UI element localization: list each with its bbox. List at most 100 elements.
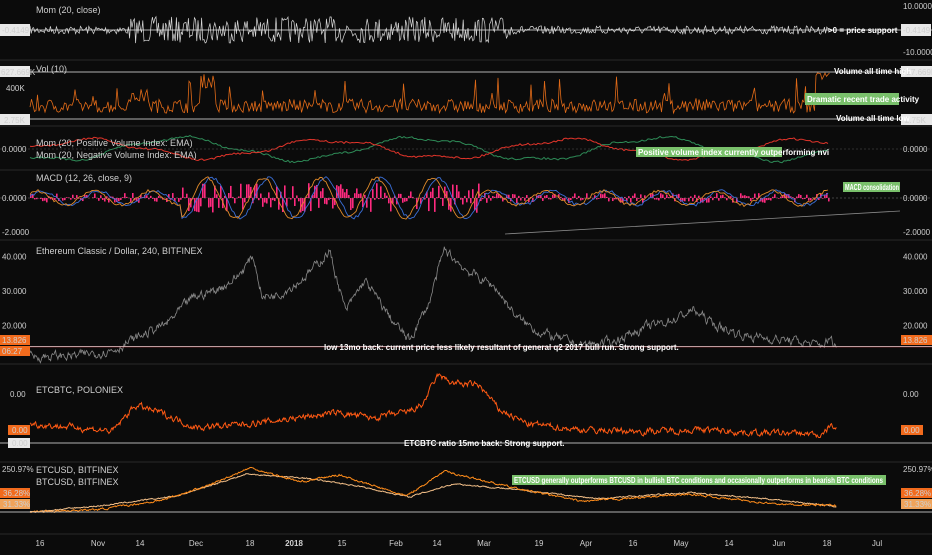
macd-hist-bar [658,198,660,200]
macd-hist-bar [246,184,248,198]
macd-hist-bar [240,184,242,198]
time-axis-label: Mar [477,539,491,548]
comp-right-btc: 31.33% [904,500,931,509]
macd-hist-bar [42,198,44,201]
macd-hist-bar [662,194,664,198]
macd-hist-bar [386,196,388,198]
macd-hist-bar [172,193,174,198]
macd-hist-bar [410,191,412,198]
vol-left-400k: 400K [6,84,25,93]
macd-hist-bar [808,198,810,201]
macd-hist-bar [328,198,330,200]
macd-hist-bar [450,198,452,212]
macd-hist-bar [660,193,662,198]
macd-hist-bar [636,198,638,201]
macd-hist-bar [710,196,712,198]
macd-hist-bar [694,195,696,198]
mom-annotation: >0 = price support [828,26,898,35]
macd-hist-bar [722,195,724,198]
macd-title: MACD (12, 26, close, 9) [36,173,132,183]
pvi-right-zero: 0.0000 [903,145,928,154]
macd-hist-bar [122,197,124,198]
macd-hist-bar [242,198,244,210]
macd-hist-bar [828,198,830,201]
time-axis-label: 14 [433,539,442,548]
macd-hist-bar [218,198,220,208]
etcbtc-right-top: 0.00 [903,390,919,399]
macd-hist-bar [774,194,776,198]
macd-hist-bar [398,194,400,198]
macd-hist-bar [612,198,614,201]
macd-hist-bar [182,188,184,198]
macd-hist-bar [766,198,768,200]
macd-hist-bar [632,196,634,198]
macd-hist-bar [220,186,222,198]
pvi-title: Mom (20, Positive Volume Index: EMA) [36,138,193,148]
macd-hist-bar [644,195,646,198]
macd-hist-bar [608,198,610,201]
macd-hist-bar [380,186,382,198]
macd-hist-bar [212,198,214,212]
macd-hist-bar [600,194,602,198]
pvi-annotation: Positive volume index currently outperfo… [638,148,829,157]
macd-hist-bar [408,196,410,198]
comp-annotation: ETCUSD generally outperforms BTCUSD in b… [514,476,883,485]
macd-hist-bar [546,195,548,198]
macd-hist-bar [230,186,232,198]
time-axis-label: 19 [535,539,544,548]
macd-hist-bar [268,192,270,198]
comp-left-etc: 36.28% [3,489,30,498]
nvi-title: Mom (20, Negative Volume Index: EMA) [36,150,197,160]
mom-title: Mom (20, close) [36,5,101,15]
macd-hist-bar [490,198,492,201]
mom-left-value: -0.4149 [2,26,30,35]
etcbtc-right-last: 0.00 [904,426,920,435]
macd-hist-bar [684,198,686,201]
macd-hist-bar [402,198,404,203]
macd-hist-bar [228,193,230,198]
macd-hist-bar [458,191,460,198]
macd-hist-bar [340,184,342,198]
macd-hist-bar [810,198,812,200]
macd-hist-bar [740,193,742,198]
macd-hist-bar [404,198,406,202]
macd-hist-bar [146,195,148,198]
macd-hist-bar [708,198,710,203]
macd-right-minus2: -2.0000 [903,228,931,237]
macd-hist-bar [76,195,78,198]
macd-hist-bar [442,198,444,206]
macd-hist-bar [294,198,296,206]
macd-hist-bar [262,198,264,207]
macd-hist-bar [108,198,110,202]
macd-hist-bar [34,198,36,199]
macd-hist-bar [482,198,484,199]
macd-hist-bar [200,198,202,206]
macd-hist-bar [346,189,348,198]
macd-hist-bar [388,198,390,203]
macd-hist-bar [720,195,722,198]
time-axis-label: Apr [580,539,593,548]
etcusd-title: ETCUSD, BITFINEX [36,465,119,475]
macd-hist-bar [374,198,376,200]
macd-hist-bar [330,198,332,199]
macd-hist-bar [350,198,352,210]
macd-hist-bar [178,198,180,202]
macd-hist-bar [456,185,458,198]
macd-hist-bar [428,198,430,211]
macd-hist-bar [654,198,656,200]
macd-hist-bar [208,198,210,207]
comp-right-top: 250.97% [903,465,932,474]
price-left-tick: 20.000 [2,321,27,330]
macd-hist-bar [754,194,756,198]
vol-title: Vol (10) [36,64,67,74]
macd-hist-bar [324,198,326,204]
price-title: Ethereum Classic / Dollar, 240, BITFINEX [36,246,203,256]
macd-hist-bar [494,197,496,198]
macd-hist-bar [602,194,604,198]
time-axis-label: 18 [246,539,255,548]
macd-hist-bar [562,198,564,200]
time-axis-label: Jul [872,539,882,548]
comp-left-btc: 31.33% [3,500,30,509]
